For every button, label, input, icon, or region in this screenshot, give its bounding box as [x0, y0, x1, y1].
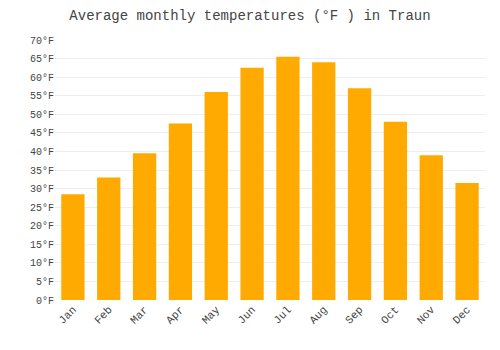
svg-text:70°F: 70°F: [30, 36, 54, 47]
svg-text:55°F: 55°F: [30, 91, 54, 102]
svg-text:45°F: 45°F: [30, 128, 54, 139]
svg-text:Sep: Sep: [343, 304, 365, 326]
svg-text:Dec: Dec: [451, 304, 473, 326]
svg-text:Jul: Jul: [271, 304, 293, 326]
svg-text:Jan: Jan: [56, 304, 78, 326]
svg-text:30°F: 30°F: [30, 184, 54, 195]
svg-text:Mar: Mar: [128, 304, 150, 326]
svg-text:10°F: 10°F: [30, 258, 54, 269]
svg-text:25°F: 25°F: [30, 203, 54, 214]
svg-text:Apr: Apr: [164, 304, 186, 326]
svg-text:May: May: [200, 304, 223, 327]
svg-text:40°F: 40°F: [30, 147, 54, 158]
svg-text:Feb: Feb: [92, 304, 114, 326]
svg-text:5°F: 5°F: [36, 277, 54, 288]
svg-text:35°F: 35°F: [30, 166, 54, 177]
svg-text:50°F: 50°F: [30, 110, 54, 121]
svg-text:Average monthly temperatures (: Average monthly temperatures (°F ) in Tr…: [69, 8, 430, 24]
svg-text:Jun: Jun: [236, 304, 258, 326]
svg-text:20°F: 20°F: [30, 221, 54, 232]
svg-text:15°F: 15°F: [30, 240, 54, 251]
svg-text:65°F: 65°F: [30, 54, 54, 65]
svg-text:Nov: Nov: [415, 304, 438, 327]
svg-text:Oct: Oct: [379, 304, 401, 326]
svg-text:0°F: 0°F: [36, 296, 54, 307]
svg-text:Aug: Aug: [307, 304, 329, 326]
svg-text:60°F: 60°F: [30, 73, 54, 84]
